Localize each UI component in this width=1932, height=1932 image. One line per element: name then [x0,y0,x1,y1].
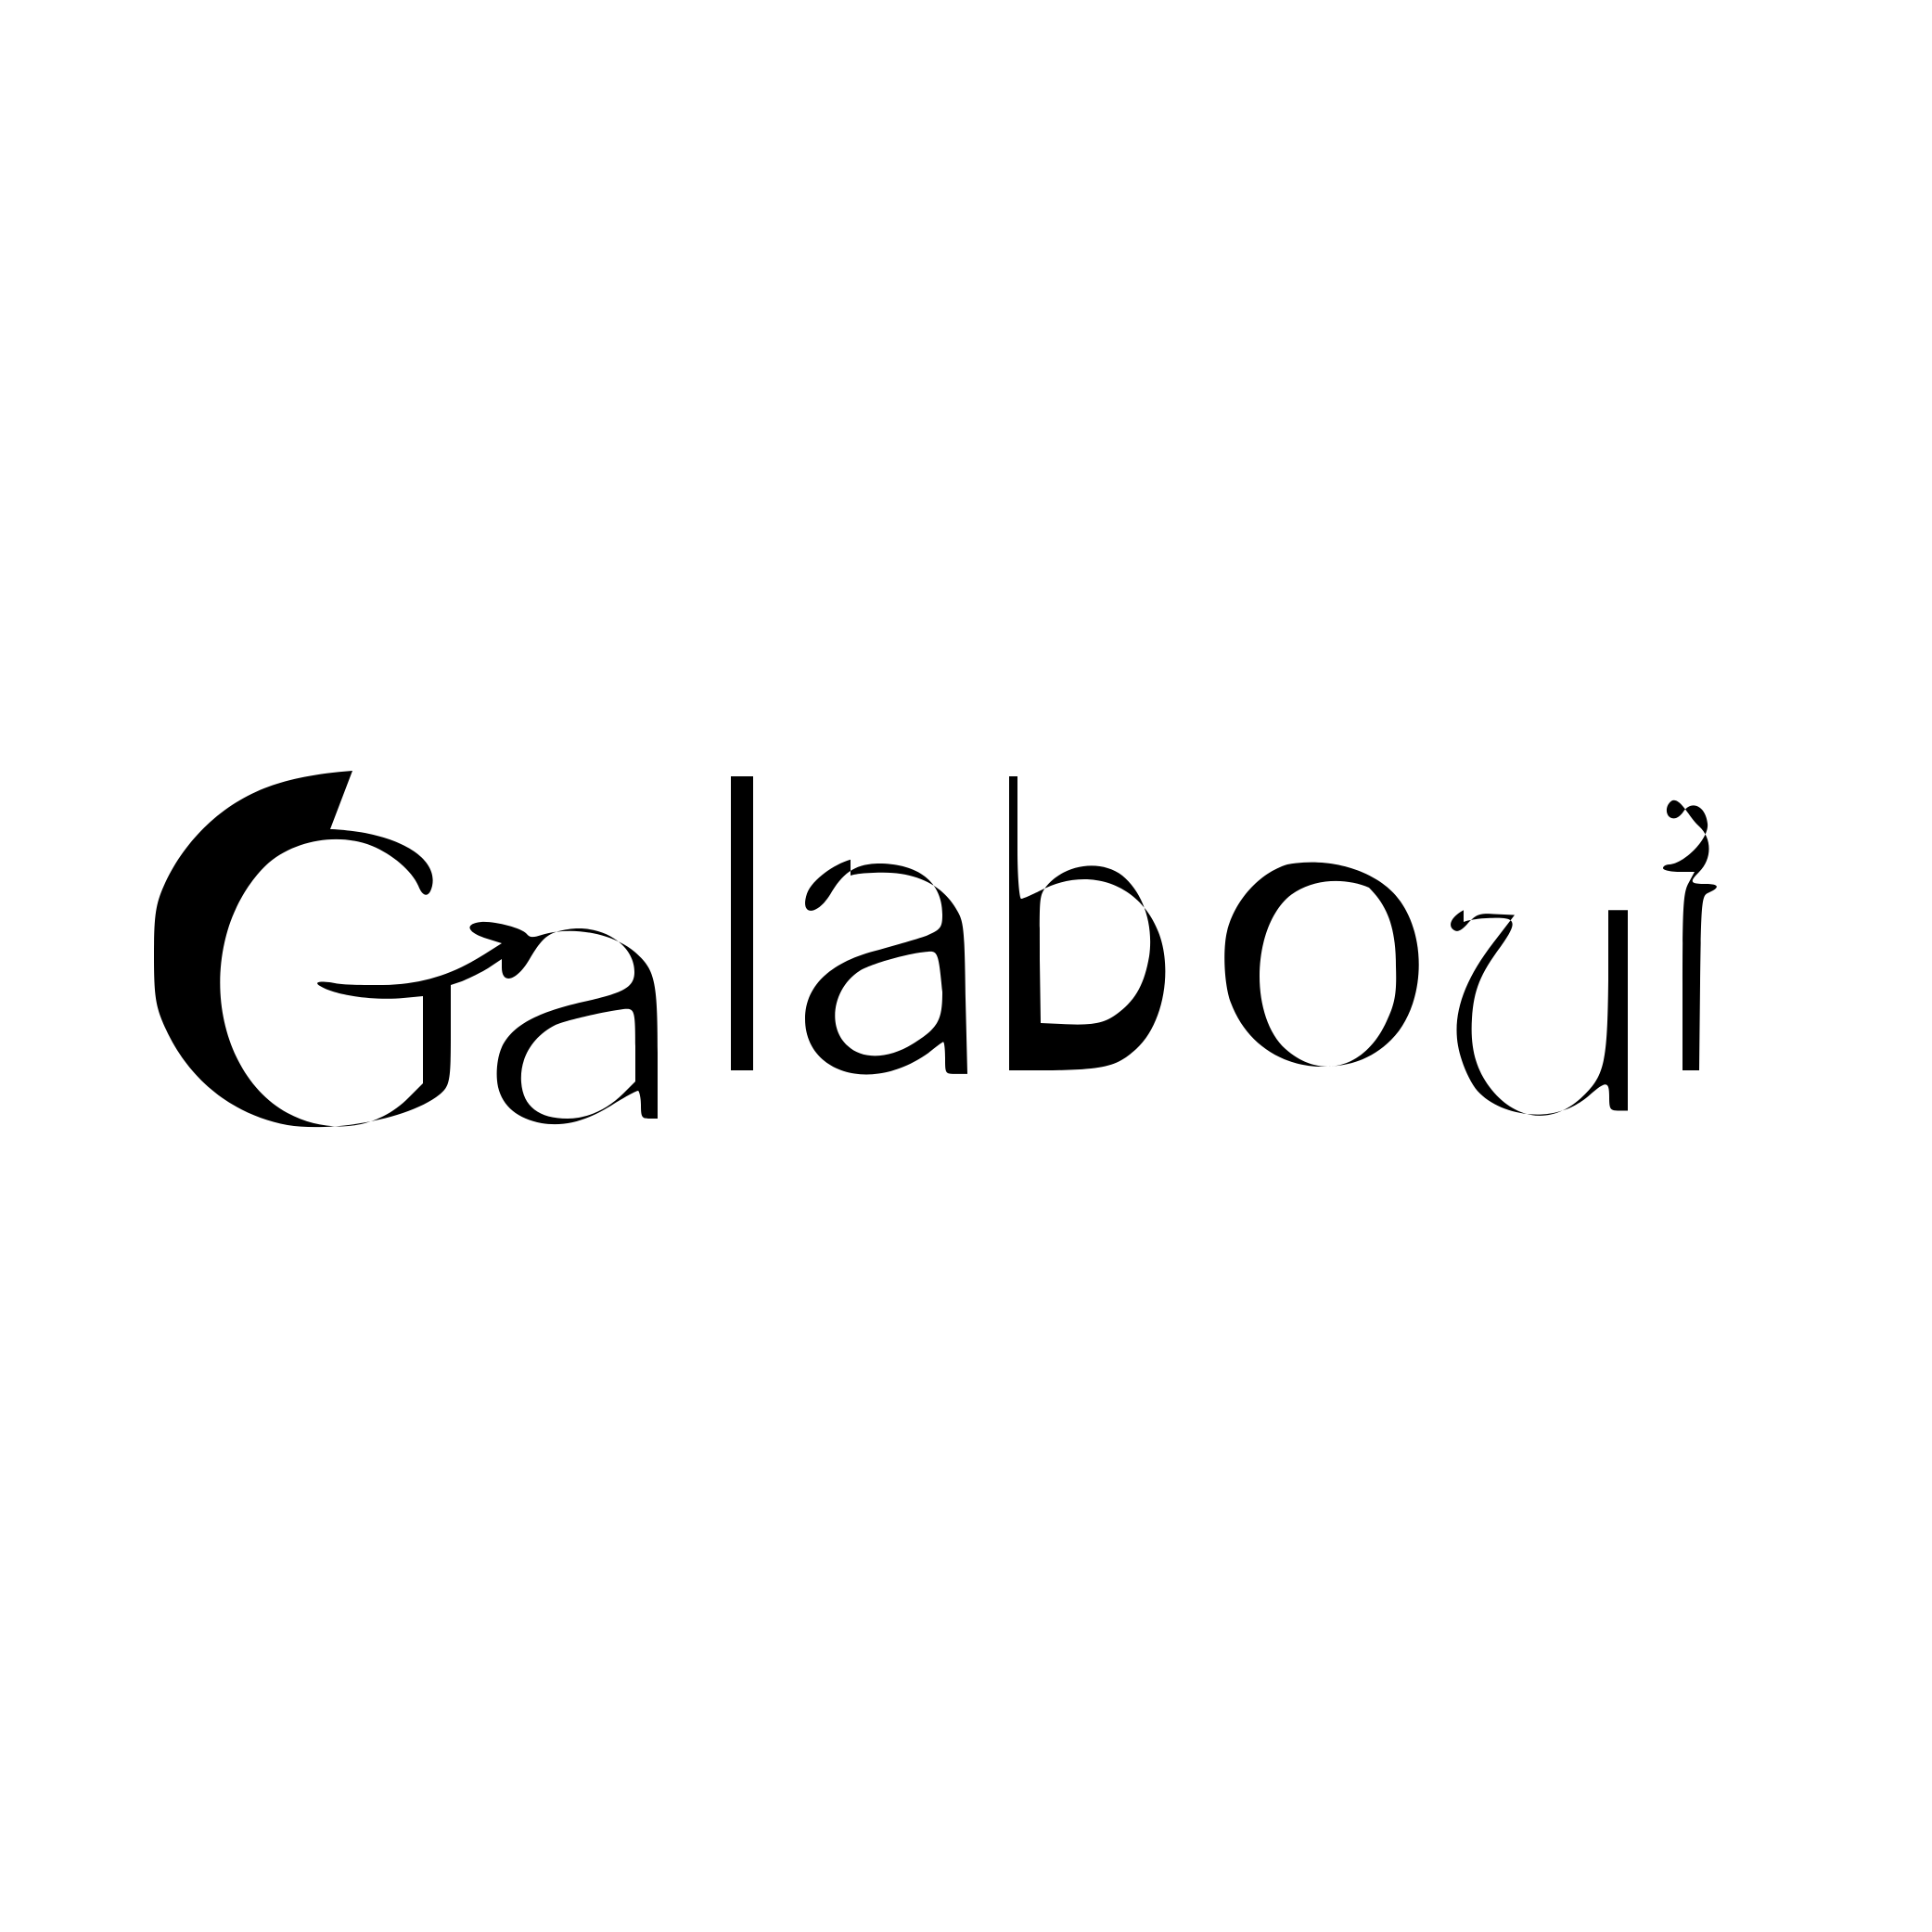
glyph-G [154,771,658,1128]
glyph-b [1009,776,1166,1070]
wordmark-glyphs [154,771,1717,1128]
glyph-l-1 [731,776,753,1070]
glyph-i-curl [1663,800,1717,1070]
glyph-o [1224,862,1419,1067]
glyph-u [1451,910,1628,1116]
glyph-a-2 [805,859,967,1075]
